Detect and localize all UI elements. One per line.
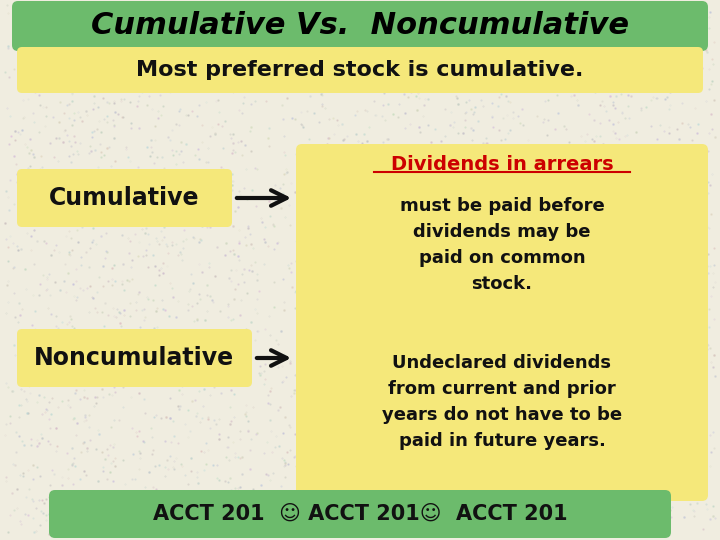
FancyBboxPatch shape [49,490,671,538]
Text: must be paid before
dividends may be
paid on common
stock.: must be paid before dividends may be pai… [400,198,604,293]
Text: Cumulative: Cumulative [49,186,199,210]
Text: Noncumulative: Noncumulative [34,346,234,370]
Text: Dividends in arrears: Dividends in arrears [391,156,613,174]
FancyBboxPatch shape [12,1,708,51]
Text: Cumulative Vs.  Noncumulative: Cumulative Vs. Noncumulative [91,11,629,40]
Text: Most preferred stock is cumulative.: Most preferred stock is cumulative. [136,60,584,80]
FancyBboxPatch shape [296,144,708,348]
FancyBboxPatch shape [17,169,232,227]
FancyBboxPatch shape [17,47,703,93]
Text: Undeclared dividends
from current and prior
years do not have to be
paid in futu: Undeclared dividends from current and pr… [382,354,622,449]
Text: ACCT 201  ☺ ACCT 201☺  ACCT 201: ACCT 201 ☺ ACCT 201☺ ACCT 201 [153,504,567,524]
FancyBboxPatch shape [17,329,252,387]
FancyBboxPatch shape [296,307,708,501]
